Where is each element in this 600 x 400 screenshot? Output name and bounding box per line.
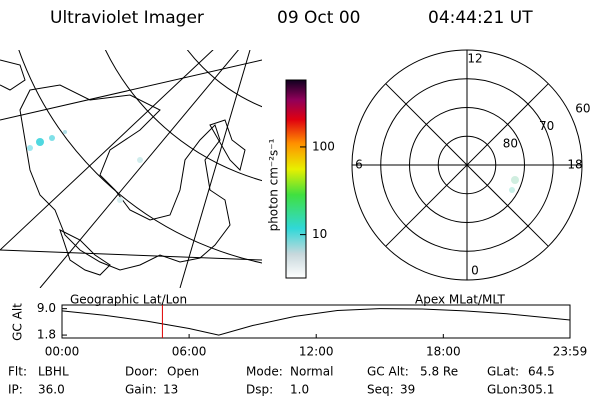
altitude-frame <box>61 304 571 339</box>
y-tick-label: 9.0 <box>37 301 56 315</box>
field-value: LBHL <box>38 365 69 379</box>
altitude-line <box>61 308 571 336</box>
field-label: Flt: <box>8 365 27 379</box>
field-label: IP: <box>8 383 23 397</box>
field-label: GC Alt: <box>367 365 409 379</box>
mlt-label: 6 <box>355 158 363 172</box>
x-tick-label: 12:00 <box>299 345 334 359</box>
mlt-label: 18 <box>567 158 582 172</box>
date: 09 Oct 00 <box>277 8 360 28</box>
field-label: Mode: <box>246 365 283 379</box>
time: 04:44:21 UT <box>428 8 533 28</box>
colorbar-label: photon cm⁻²s⁻¹ <box>267 138 281 231</box>
field-label: GLat: <box>487 365 519 379</box>
field-value: 305.1 <box>520 383 554 397</box>
x-tick-label: 23:59 <box>553 345 588 359</box>
field-value: 64.5 <box>528 365 555 379</box>
field-label: Gain: <box>125 383 157 397</box>
polar-label: Apex MLat/MLT <box>415 293 505 307</box>
lat-label: 80 <box>503 137 518 151</box>
lat-label: 60 <box>575 101 590 115</box>
field-value: Normal <box>290 365 333 379</box>
field-value: 1.0 <box>290 383 309 397</box>
x-tick-label: 06:00 <box>172 345 207 359</box>
aurora <box>509 176 519 193</box>
field-value: 36.0 <box>38 383 65 397</box>
lat-label: 70 <box>539 119 554 133</box>
map-label: Geographic Lat/Lon <box>70 293 187 307</box>
field-label: GLon: <box>487 383 522 397</box>
y-tick-label: 1.8 <box>37 328 56 342</box>
colorbar-tick-label: 100 <box>312 139 335 153</box>
x-tick-label: 18:00 <box>426 345 461 359</box>
mlt-label: 12 <box>467 52 482 66</box>
field-label: Door: <box>125 365 158 379</box>
field-label: Seq: <box>367 383 394 397</box>
x-tick-label: 00:00 <box>45 345 80 359</box>
geographic-map <box>0 50 262 288</box>
field-label: Dsp: <box>246 383 273 397</box>
colorbar-tick-label: 10 <box>312 227 327 241</box>
field-value: 5.8 Re <box>420 365 458 379</box>
mlt-label: 0 <box>471 264 479 278</box>
field-value: 13 <box>163 383 178 397</box>
colorbar <box>285 79 307 279</box>
title: Ultraviolet Imager <box>50 8 204 28</box>
field-value: Open <box>167 365 199 379</box>
y-label: GC Alt <box>11 303 25 341</box>
field-value: 39 <box>400 383 415 397</box>
